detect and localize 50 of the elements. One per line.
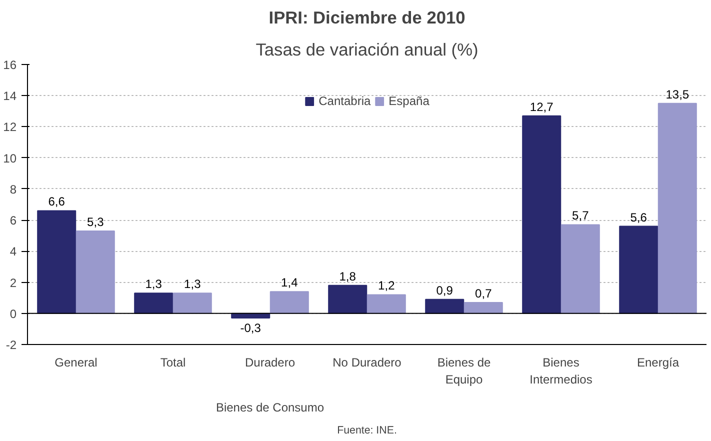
- y-tick-label: 12: [3, 120, 17, 134]
- bar: [270, 291, 309, 314]
- data-label: 5,6: [630, 210, 648, 224]
- legend-label: España: [388, 94, 430, 108]
- bar: [172, 292, 212, 314]
- text: Bienes de Consumo: [216, 400, 324, 414]
- x-tick-label: Total: [160, 356, 186, 370]
- bar: [134, 292, 174, 314]
- x-tick-label: No Duradero: [332, 356, 402, 370]
- data-label: 5,3: [87, 214, 104, 229]
- x-tick-label: Duradero: [244, 356, 296, 370]
- bar: [560, 224, 600, 314]
- data-label: -0,3: [240, 321, 262, 336]
- x-tick-label: Bienes Intermedios: [530, 356, 592, 386]
- x-tick-label: General: [54, 356, 98, 370]
- data-label: 1,3: [184, 277, 202, 292]
- data-label: 13,5: [666, 87, 690, 102]
- data-label: 1,3: [145, 277, 162, 292]
- source-note: Fuente: INE.: [337, 424, 397, 436]
- y-tick-label: 0: [10, 306, 17, 321]
- y-tick-label: 16: [3, 58, 17, 72]
- bar: [619, 226, 658, 314]
- data-label: 1,4: [281, 276, 298, 290]
- bar: [425, 298, 464, 314]
- data-label: 1,8: [339, 269, 356, 284]
- data-label: 12,7: [530, 100, 554, 114]
- y-tick-label: 10: [3, 151, 17, 166]
- y-tick-label: 8: [10, 182, 17, 196]
- legend-label: Cantabria: [318, 94, 371, 108]
- bar: [76, 230, 115, 314]
- data-label: 0,9: [436, 283, 454, 298]
- chart-title: IPRI: Diciembre de 2010: [268, 8, 466, 28]
- data-label: 1,2: [378, 278, 396, 293]
- data-label: 0,7: [475, 286, 492, 300]
- bar: [37, 210, 76, 314]
- x-tick-label: Bienes de Equipo: [437, 356, 492, 386]
- bar: [658, 102, 697, 314]
- x-tick-label: Energía: [636, 356, 680, 370]
- y-tick-label: 2: [10, 276, 17, 290]
- bar: [522, 115, 562, 314]
- y-tick-label: 14: [3, 89, 17, 104]
- y-tick-label: 4: [10, 244, 17, 259]
- bar: [328, 284, 368, 314]
- data-label: 5,7: [572, 208, 590, 223]
- y-tick-label: -2: [6, 338, 17, 352]
- data-label: 6,6: [48, 194, 66, 209]
- y-tick-label: 6: [10, 214, 17, 228]
- bar: [464, 302, 503, 314]
- bar: [366, 294, 406, 314]
- chart-subtitle: Tasas de variación anual (%): [256, 40, 478, 60]
